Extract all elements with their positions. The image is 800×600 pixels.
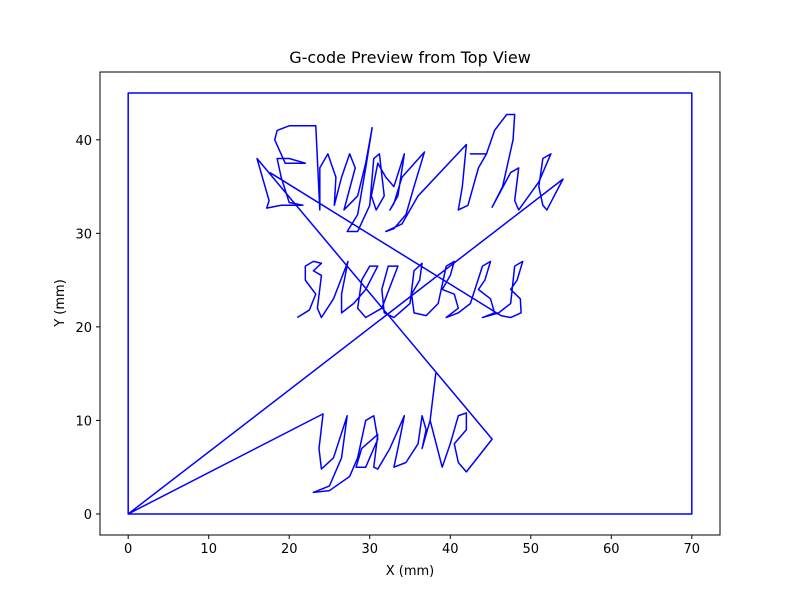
x-tick-label: 30 (361, 542, 378, 557)
y-tick-label: 30 (75, 227, 92, 242)
x-tick-label: 40 (442, 542, 459, 557)
x-axis-label: X (mm) (386, 564, 435, 579)
chart-title: G-code Preview from Top View (289, 48, 531, 67)
y-tick-label: 0 (84, 508, 92, 523)
toolpath-line (127, 92, 693, 515)
y-tick-label: 40 (75, 134, 92, 149)
x-tick-label: 50 (523, 542, 540, 557)
x-tick-label: 0 (124, 542, 132, 557)
x-tick-label: 70 (684, 542, 701, 557)
y-axis-label: Y (mm) (53, 279, 68, 328)
y-tick-label: 10 (75, 414, 92, 429)
x-tick-label: 20 (281, 542, 298, 557)
plot-frame (99, 71, 721, 536)
y-tick-label: 20 (75, 321, 92, 336)
x-tick-label: 10 (200, 542, 217, 557)
x-tick-label: 60 (603, 542, 620, 557)
